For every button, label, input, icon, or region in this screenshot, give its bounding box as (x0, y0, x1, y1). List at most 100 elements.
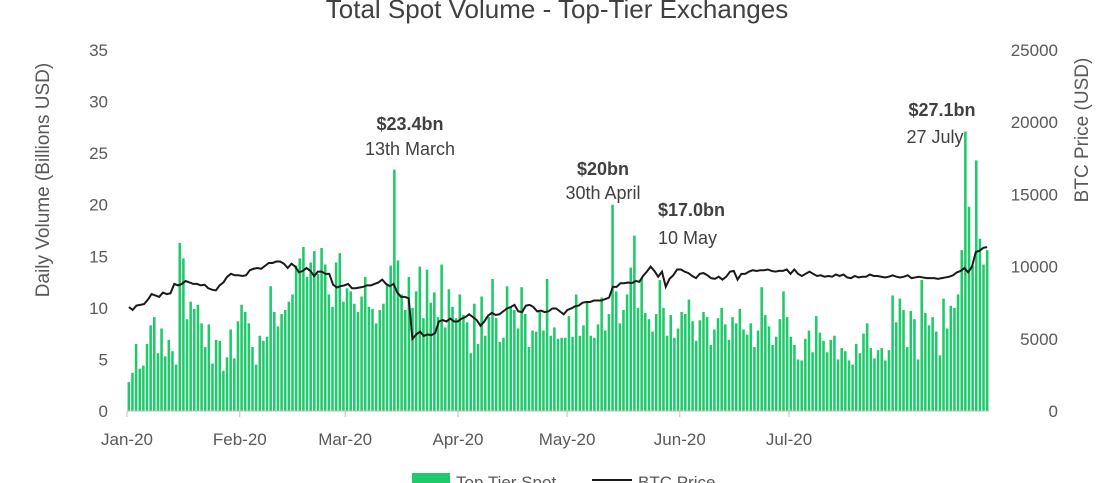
bar (651, 331, 654, 411)
bar (724, 324, 727, 411)
bar (825, 352, 829, 411)
bar (498, 341, 502, 411)
bar (564, 337, 567, 411)
x-tick-label: May-20 (539, 430, 596, 449)
bar (785, 317, 789, 411)
bar (727, 339, 731, 411)
bar (567, 316, 571, 411)
bar (705, 317, 709, 411)
annotation-date: 27 July (906, 127, 963, 147)
bar (236, 321, 240, 411)
bar (178, 242, 182, 411)
bar (880, 348, 883, 411)
bar (571, 336, 574, 411)
bar (462, 315, 465, 411)
bar (934, 331, 938, 411)
bar (814, 316, 818, 411)
bar (251, 347, 254, 411)
bar (473, 303, 476, 411)
bar (942, 298, 945, 411)
y2-axis-ticks: 0 5000 10000 15000 20000 25000 (1011, 41, 1058, 421)
bar (294, 265, 298, 411)
bar (160, 328, 163, 411)
bar (971, 265, 974, 411)
bar-series (127, 131, 989, 412)
bar (265, 336, 269, 411)
bar (545, 278, 549, 411)
bar (385, 285, 389, 411)
bar (163, 356, 167, 411)
bar (269, 286, 272, 411)
bar (600, 297, 603, 411)
bar (560, 337, 563, 411)
bar (698, 320, 702, 411)
annotation-value: $23.4bn (376, 114, 443, 134)
bar (138, 368, 142, 411)
bar (189, 301, 192, 411)
x-axis-ticks: Jan-20 Feb-20 Mar-20 Apr-20 May-20 Jun-20 Jul-… (101, 411, 812, 449)
bar (393, 169, 396, 411)
bar (800, 360, 803, 411)
bar (422, 318, 425, 411)
bar (429, 302, 432, 411)
bar (822, 340, 825, 411)
bar (582, 325, 585, 411)
bar (156, 353, 160, 411)
bar (193, 308, 196, 411)
bar (731, 317, 734, 411)
bar (738, 308, 742, 411)
bar (709, 344, 713, 411)
bar (865, 323, 869, 411)
bar (596, 324, 600, 411)
legend-label-top-tier-spot: Top Tier Spot (456, 473, 556, 483)
bar (360, 296, 363, 411)
bar (836, 359, 840, 411)
x-tick-label: Jun-20 (654, 430, 706, 449)
bar (407, 276, 411, 411)
bar (443, 327, 447, 411)
bar (931, 317, 934, 411)
bar (589, 335, 593, 411)
annotation-may: $17.0bn 10 May (658, 200, 725, 248)
bar (549, 335, 552, 411)
bar (196, 304, 200, 411)
bar (520, 287, 523, 411)
bar (756, 330, 760, 411)
bar (502, 337, 505, 411)
bar (171, 351, 174, 411)
bar (647, 319, 651, 411)
bar (283, 309, 287, 411)
bar (131, 372, 134, 411)
bar (978, 238, 982, 411)
bar (691, 321, 694, 411)
bar (374, 323, 378, 411)
bar (574, 294, 578, 411)
annotation-april: $20bn 30th April (565, 159, 640, 203)
legend: Top Tier Spot BTC Price (412, 473, 715, 483)
bar (436, 317, 440, 411)
bar (964, 131, 967, 412)
bar (902, 309, 905, 411)
bar (440, 264, 443, 411)
bar (142, 365, 145, 411)
bar (953, 307, 956, 411)
bar (658, 280, 662, 411)
y-tick-label: 20 (89, 196, 108, 215)
bar (796, 359, 800, 411)
bar (920, 280, 923, 411)
bar (909, 310, 913, 411)
bar (894, 322, 898, 411)
bar (531, 330, 534, 411)
y2-tick-label: 10000 (1011, 258, 1058, 277)
bar (804, 338, 807, 411)
bar (945, 328, 949, 411)
bar (767, 326, 771, 411)
bar (844, 351, 847, 411)
bar (891, 295, 894, 411)
y-axis-title: Daily Volume (Billions USD) (33, 63, 54, 297)
annotation-march: $23.4bn 13th March (365, 114, 455, 159)
bar (702, 311, 705, 411)
bar (829, 339, 833, 411)
annotation-date: 10 May (658, 228, 717, 248)
bar (516, 328, 520, 411)
